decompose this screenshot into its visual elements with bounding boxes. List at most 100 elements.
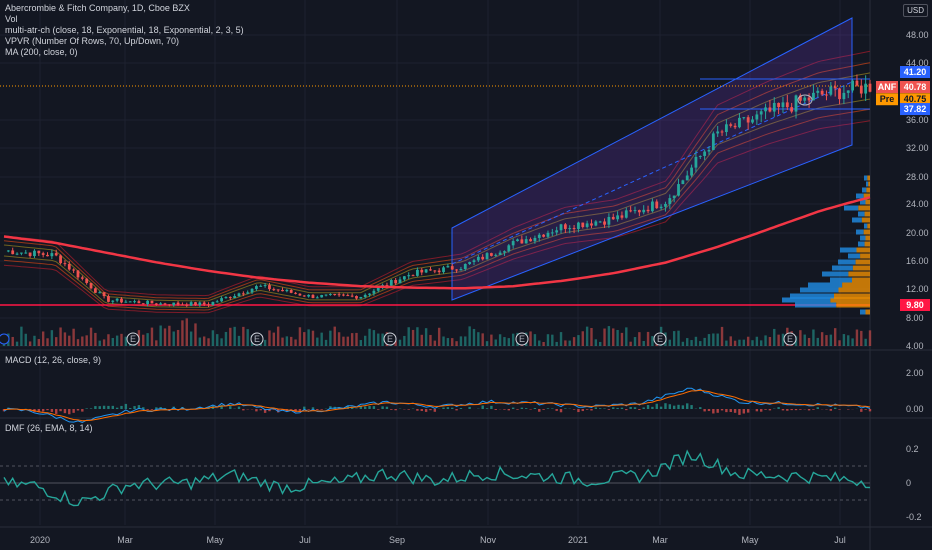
candle-body — [163, 303, 167, 305]
atr-band-line — [3, 62, 871, 300]
macd-histogram-bar — [329, 406, 332, 409]
volume-bar — [163, 328, 167, 346]
macd-histogram-bar — [786, 409, 789, 411]
currency-label[interactable]: USD — [903, 4, 928, 17]
atr-channel-indicator-label[interactable]: multi-atr-ch (close, 18, Exponential, 18… — [5, 25, 244, 35]
volume-bar — [468, 326, 471, 346]
volume-bar — [242, 326, 245, 346]
vpvr-bar — [795, 302, 837, 308]
vpvr-bar — [865, 309, 870, 315]
time-tick-label: Sep — [389, 535, 405, 545]
candle-body — [677, 184, 680, 196]
macd-histogram-bar — [237, 406, 241, 409]
candle-body — [733, 125, 737, 128]
volume-bar — [233, 326, 236, 346]
dmf-pane-label[interactable]: DMF (26, EMA, 8, 14) — [5, 423, 93, 433]
moving-average-indicator-label[interactable]: MA (200, close, 0) — [5, 47, 78, 57]
volume-bar — [172, 331, 175, 346]
vpvr-bar — [864, 211, 870, 217]
volume-bar — [503, 337, 506, 346]
volume-bar — [181, 320, 184, 346]
atr-band-line — [3, 50, 871, 297]
vpvr-histogram — [782, 175, 870, 315]
volume-bar — [268, 330, 271, 346]
candle-body — [285, 290, 289, 292]
macd-histogram-bar — [146, 409, 149, 410]
candle-body — [50, 253, 54, 257]
vpvr-bar — [822, 271, 849, 277]
candle-body — [181, 304, 184, 306]
volume-bar — [246, 329, 249, 346]
candle-body — [711, 133, 715, 150]
volume-bar — [115, 335, 119, 346]
candle-body — [98, 292, 102, 294]
volume-bar — [298, 327, 302, 346]
last-price-badge-tag-bg — [876, 81, 898, 93]
time-tick-label: Jul — [834, 535, 846, 545]
macd-histogram-bar — [651, 406, 654, 409]
candle-body — [572, 228, 576, 230]
candle-body — [838, 88, 841, 100]
macd-histogram-bar — [37, 409, 41, 413]
candle-body — [154, 303, 158, 305]
volume-bar — [816, 337, 819, 346]
volume-bar — [738, 339, 741, 346]
vpvr-bar — [866, 181, 869, 187]
candle-body — [833, 86, 837, 89]
candle-body — [507, 245, 511, 252]
volume-bar — [507, 338, 511, 346]
volume-bar — [102, 339, 106, 346]
symbol-title[interactable]: Abercrombie & Fitch Company, 1D, Cboe BZ… — [5, 3, 190, 13]
macd-histogram-bar — [155, 407, 158, 409]
candle-body — [559, 224, 563, 231]
macd-histogram-bar — [816, 407, 819, 409]
macd-histogram-bar — [159, 407, 162, 409]
volume-bar — [681, 341, 685, 346]
volume-bar — [638, 332, 641, 346]
macd-histogram-bar — [746, 409, 750, 413]
volume-bar — [68, 335, 71, 346]
volume-bar — [768, 337, 772, 346]
vpvr-indicator-label[interactable]: VPVR (Number Of Rows, 70, Up/Down, 70) — [5, 36, 180, 46]
macd-pane-label[interactable]: MACD (12, 26, close, 9) — [5, 355, 102, 365]
macd-histogram-bar — [390, 409, 393, 410]
macd-histogram-bar — [598, 408, 602, 409]
macd-histogram-bar — [716, 409, 719, 413]
candle-body — [429, 269, 432, 271]
candle-body — [520, 239, 524, 244]
candle-body — [585, 223, 589, 227]
candle-body — [781, 102, 785, 108]
volume-bar — [176, 329, 180, 346]
candle-body — [233, 296, 237, 298]
macd-histogram-bar — [111, 405, 114, 409]
atr-channel-bands — [3, 50, 871, 314]
volume-bar — [194, 323, 197, 346]
candle-body — [503, 251, 506, 253]
support-badge: 9.80 — [900, 299, 930, 311]
macd-histogram-bar — [381, 406, 384, 409]
vpvr-bar — [848, 271, 870, 277]
vpvr-bar — [868, 181, 870, 187]
candle-body — [546, 232, 550, 237]
volume-bar — [211, 330, 215, 346]
volume-bar — [729, 336, 732, 346]
volume-indicator-label[interactable]: Vol — [5, 14, 18, 24]
candle-body — [59, 255, 62, 264]
vpvr-bar — [844, 205, 859, 211]
dmf-tick-label: 0.2 — [906, 444, 919, 454]
candle-body — [241, 293, 245, 295]
vpvr-bar — [860, 199, 866, 205]
volume-bar — [633, 337, 637, 346]
candle-body — [167, 304, 171, 306]
vpvr-bar — [860, 309, 866, 315]
candle-body — [54, 253, 58, 256]
volume-bar — [407, 327, 410, 346]
candle-body — [659, 206, 663, 209]
earnings-marker-icon — [515, 332, 529, 346]
candle-body — [681, 180, 685, 185]
volume-bar — [838, 340, 841, 346]
volume-bar — [620, 332, 624, 346]
volume-bar — [551, 334, 554, 346]
macd-histogram-bar — [542, 409, 545, 410]
